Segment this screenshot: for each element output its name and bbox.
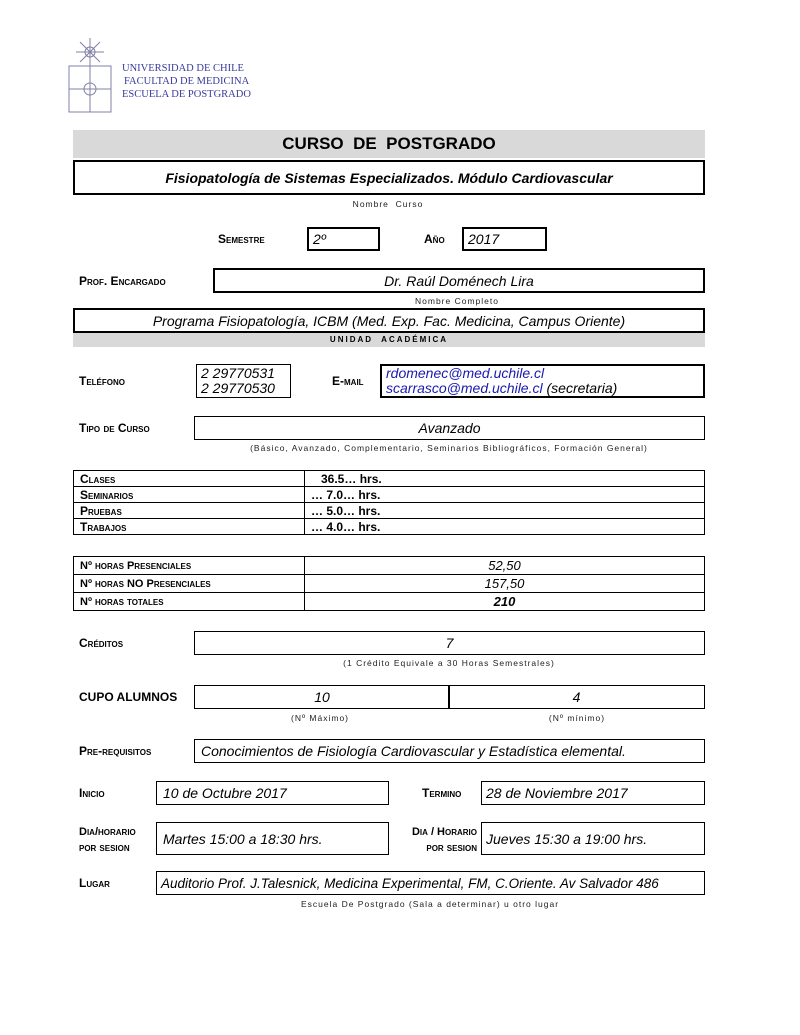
semester-field: 2º [307, 227, 380, 251]
totals-table: Nº horas Presenciales 52,50 Nº horas NO P… [73, 556, 705, 611]
quota-min-caption: (Nº mínimo) [548, 713, 606, 723]
course-type-label: Tipo de Curso [79, 421, 150, 435]
table-row: Clases 36.5… hrs. [73, 470, 705, 487]
year-label: Año [424, 232, 445, 246]
semester-label: Semestre [218, 232, 265, 246]
course-type-field: Avanzado [194, 416, 705, 440]
credits-caption: (1 Crédito Equivale a 30 Horas Semestral… [343, 658, 555, 668]
hours-value: 36.5… hrs. [304, 470, 705, 487]
phone-1: 2 29770531 [201, 365, 275, 381]
table-row: Seminarios… 7.0… hrs. [73, 486, 705, 503]
course-name-field: Fisiopatología de Sistemas Especializado… [73, 160, 705, 195]
phone-label: Teléfono [79, 374, 125, 388]
hours-table: Clases 36.5… hrs. Seminarios… 7.0… hrs. P… [73, 470, 705, 535]
quota-min-field: 4 [448, 685, 705, 709]
prereq-field: Conocimientos de Fisiología Cardiovascul… [194, 739, 705, 763]
professor-field: Dr. Raúl Doménech Lira [213, 268, 705, 293]
professor-caption: Nombre Completo [415, 296, 499, 306]
email-field: rdomenec@med.uchile.cl scarrasco@med.uch… [380, 364, 705, 398]
schedule2-label: Dia / Horario por sesion [397, 824, 477, 856]
email-label: E-mail [332, 374, 364, 388]
schedule2-label-line1: Dia / Horario [411, 826, 477, 838]
hours-value: … 7.0… hrs. [304, 486, 705, 503]
hours-label: Pruebas [73, 502, 305, 519]
place-label: Lugar [79, 876, 110, 890]
totals-label: Nº horas totales [73, 592, 305, 611]
table-row: Nº horas NO Presenciales 157,50 [73, 574, 705, 593]
email-secondary-note: (secretaria) [546, 380, 618, 396]
table-row: Nº horas Presenciales 52,50 [73, 556, 705, 575]
schedule2-label-line2: por sesion [426, 842, 477, 854]
schedule1-label: Dia/horario por sesion [79, 824, 136, 856]
quota-max-caption: (Nº Máximo) [290, 713, 350, 723]
start-field: 10 de Octubre 2017 [156, 781, 389, 805]
totals-value: 210 [304, 592, 705, 611]
hours-value: … 4.0… hrs. [304, 518, 705, 535]
unit-field: Programa Fisiopatología, ICBM (Med. Exp.… [73, 308, 705, 333]
year-field: 2017 [462, 227, 547, 251]
school-name: ESCUELA DE POSTGRADO [122, 89, 251, 100]
table-row: Nº horas totales 210 [73, 592, 705, 611]
unit-caption: UNIDAD ACADÉMICA [73, 333, 705, 347]
hours-value: … 5.0… hrs. [304, 502, 705, 519]
university-logo [68, 38, 112, 113]
hours-label: Clases [73, 470, 305, 487]
page-title: CURSO DE POSTGRADO [73, 130, 705, 158]
totals-value: 52,50 [304, 556, 705, 575]
quota-label: CUPO ALUMNOS [79, 690, 178, 704]
end-label: Termino [422, 786, 462, 800]
schedule2-field: Jueves 15:30 a 19:00 hrs. [481, 822, 705, 855]
credits-label: Créditos [79, 636, 124, 650]
university-name: UNIVERSIDAD DE CHILE [122, 63, 244, 74]
prereq-label: Pre-requisitos [79, 744, 152, 758]
table-row: Pruebas… 5.0… hrs. [73, 502, 705, 519]
hours-label: Seminarios [73, 486, 305, 503]
faculty-name: FACULTAD DE MEDICINA [124, 76, 250, 87]
email-link-secondary[interactable]: scarrasco@med.uchile.cl [386, 380, 543, 396]
totals-label: Nº horas Presenciales [73, 556, 305, 575]
phone-field: 2 29770531 2 29770530 [196, 364, 291, 398]
hours-label: Trabajos [73, 518, 305, 535]
table-row: Trabajos… 4.0… hrs. [73, 518, 705, 535]
quota-max-field: 10 [194, 685, 450, 709]
place-caption: Escuela De Postgrado (Sala a determinar)… [300, 899, 560, 909]
course-type-caption: (Básico, Avanzado, Complementario, Semin… [250, 443, 648, 453]
start-label: Inicio [79, 786, 105, 800]
professor-label: Prof. Encargado [79, 274, 166, 288]
end-field: 28 de Noviembre 2017 [481, 781, 705, 805]
place-field: Auditorio Prof. J.Talesnick, Medicina Ex… [156, 871, 705, 895]
email-link-primary[interactable]: rdomenec@med.uchile.cl [386, 365, 545, 381]
totals-value: 157,50 [304, 574, 705, 593]
totals-label: Nº horas NO Presenciales [73, 574, 305, 593]
course-name-caption: Nombre Curso [352, 199, 424, 209]
schedule1-field: Martes 15:00 a 18:30 hrs. [156, 822, 389, 855]
schedule1-label-line2: por sesion [79, 842, 130, 854]
schedule1-label-line1: Dia/horario [79, 826, 136, 838]
credits-field: 7 [194, 631, 705, 655]
phone-2: 2 29770530 [201, 380, 275, 396]
